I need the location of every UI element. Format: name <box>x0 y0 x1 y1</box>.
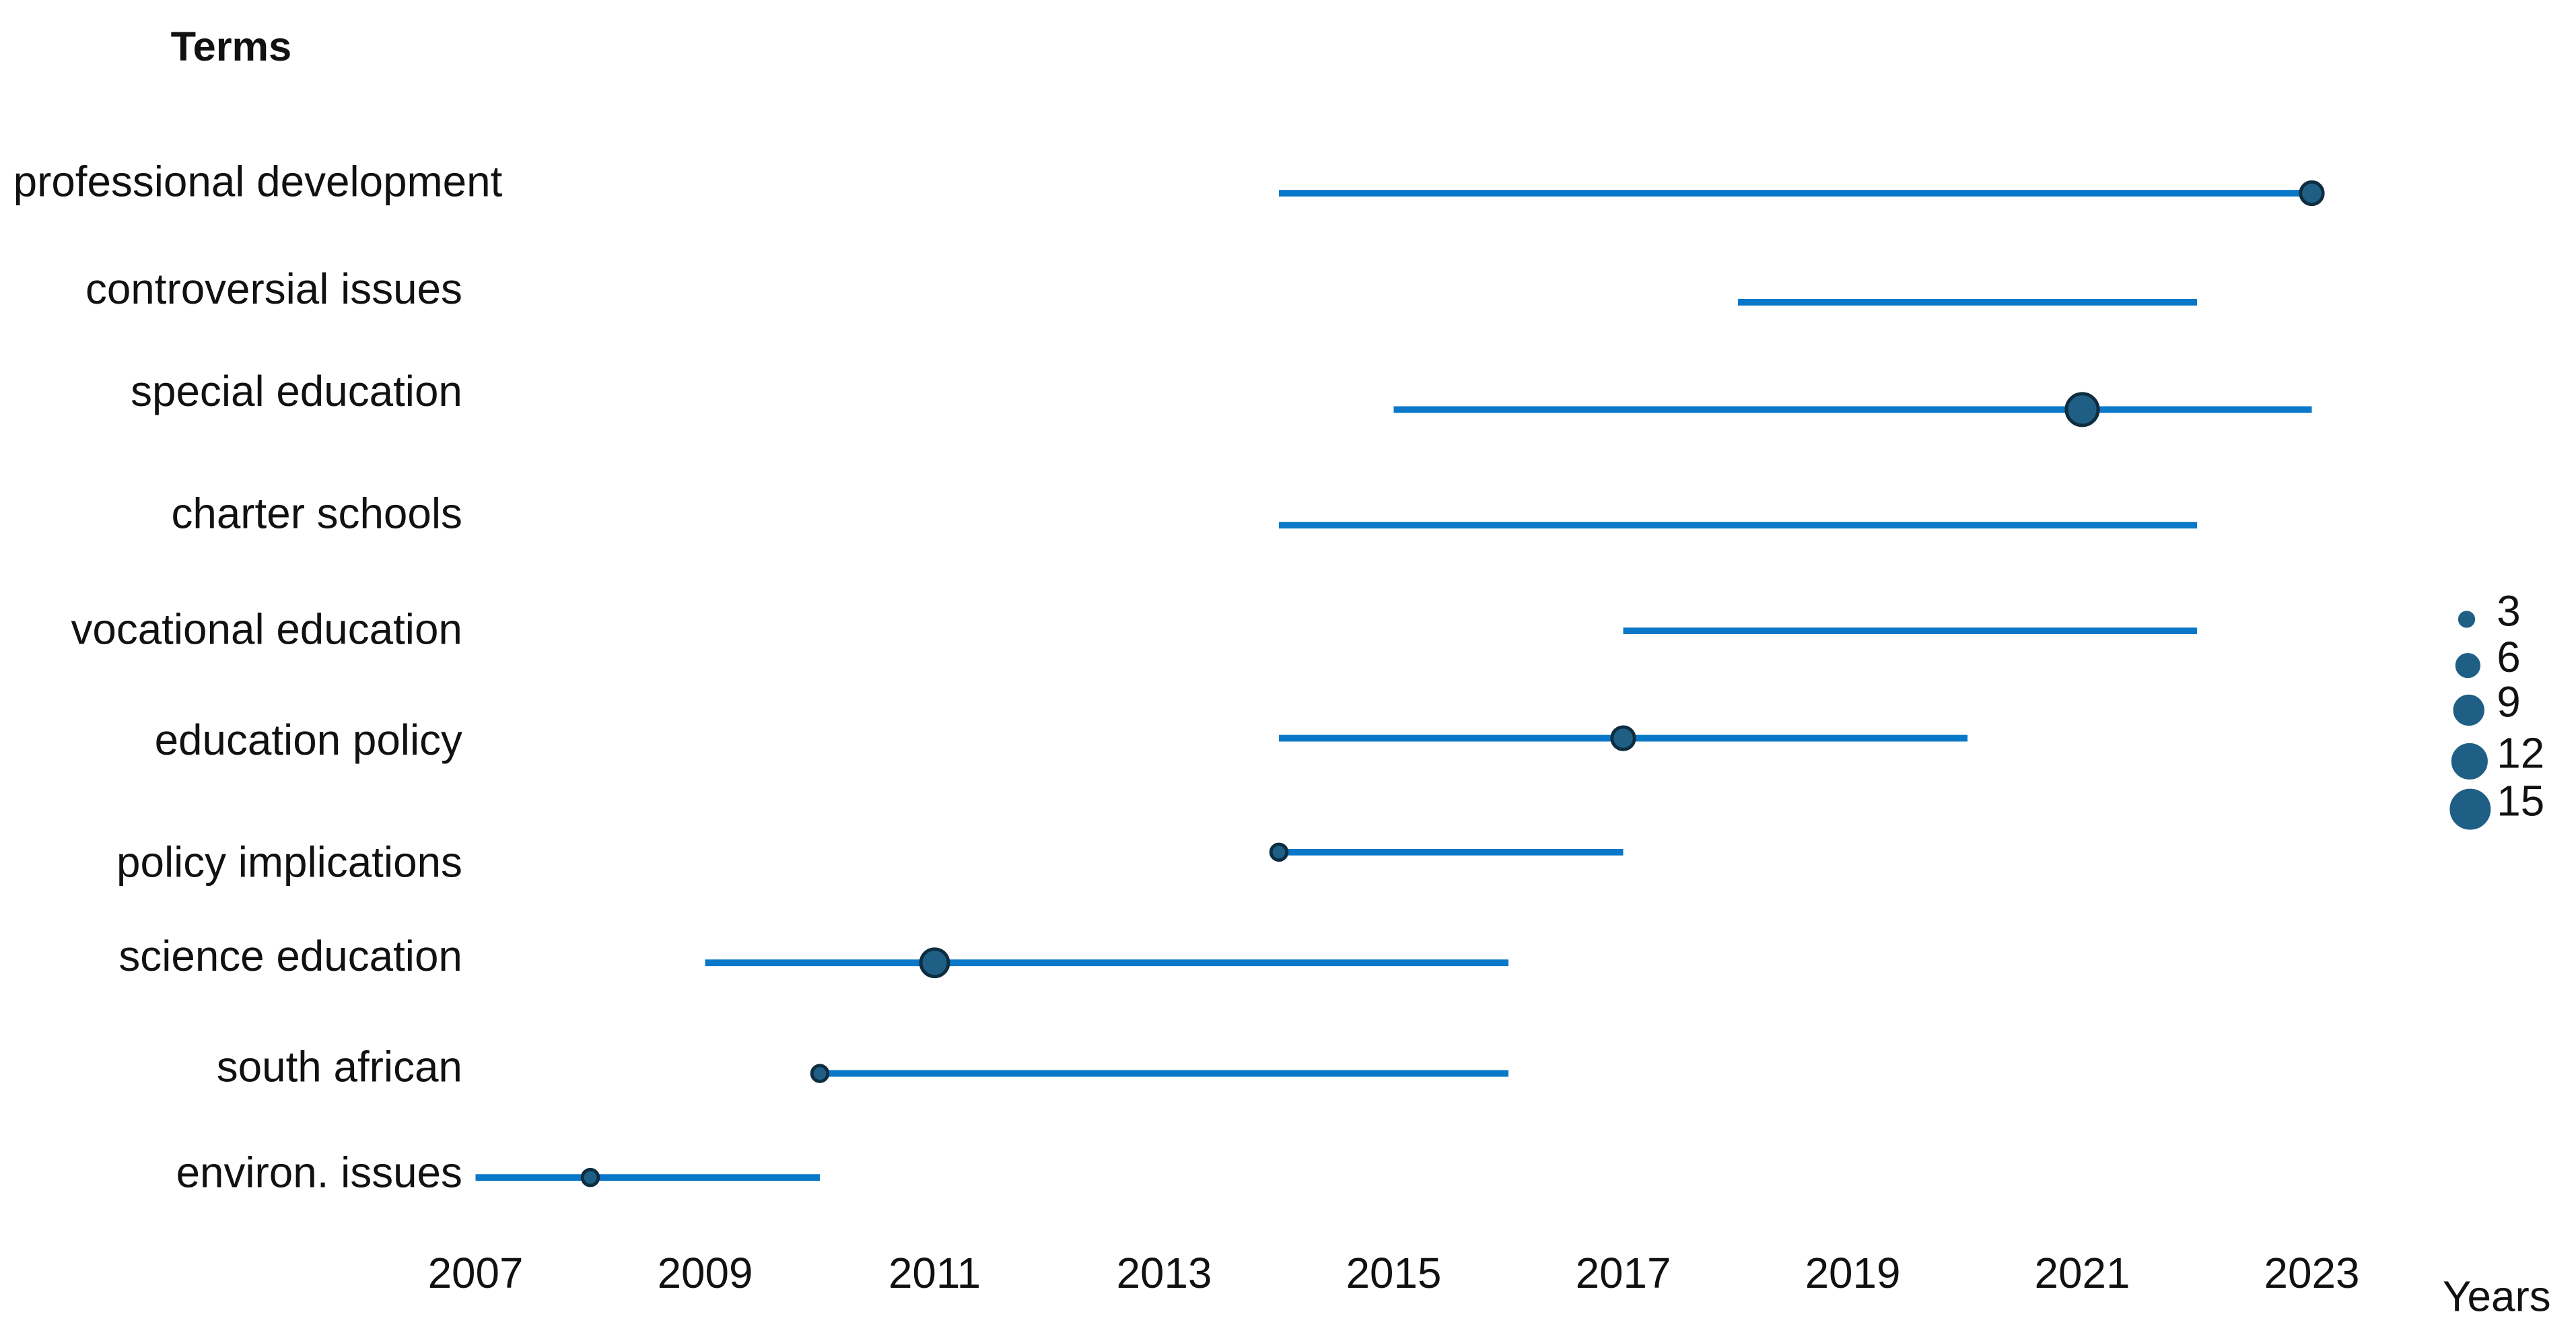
x-tick-label: 2007 <box>428 1249 524 1297</box>
term-peak <box>919 947 950 979</box>
x-tick-label: 2009 <box>658 1249 753 1297</box>
term-label: south african <box>217 1043 462 1091</box>
x-tick-label: 2021 <box>2035 1249 2130 1297</box>
x-tick-label: 2023 <box>2264 1249 2360 1297</box>
term-peak <box>2299 180 2325 207</box>
x-tick-label: 2015 <box>1346 1249 1442 1297</box>
legend-label: 6 <box>2497 633 2520 681</box>
legend-size <box>2450 692 2487 728</box>
x-tick-label: 2019 <box>1805 1249 1901 1297</box>
term-label: policy implications <box>116 837 462 886</box>
term-label: vocational education <box>71 605 462 653</box>
term-label: charter schools <box>172 489 462 538</box>
legend-label: 15 <box>2497 777 2544 825</box>
legend-label: 9 <box>2497 677 2520 726</box>
term-label: special education <box>131 367 462 415</box>
legend-label: 12 <box>2497 728 2544 777</box>
term-peak <box>2064 392 2100 427</box>
term-peak <box>1269 842 1289 862</box>
x-tick-label: 2013 <box>1117 1249 1212 1297</box>
term-label: education policy <box>155 716 462 764</box>
x-tick-label: 2011 <box>889 1249 981 1297</box>
chart-title: Terms <box>171 23 292 69</box>
legend-size <box>2456 608 2478 631</box>
legend-label: 3 <box>2497 586 2520 635</box>
term-label: controversial issues <box>85 265 462 313</box>
term-label: science education <box>118 932 462 980</box>
legend-size <box>2447 786 2494 833</box>
term-peak <box>580 1167 600 1188</box>
legend-size <box>2453 650 2483 681</box>
term-peak <box>1610 725 1636 751</box>
term-label: professional development <box>13 158 503 206</box>
x-tick-label: 2017 <box>1576 1249 1671 1297</box>
term-peak <box>810 1064 830 1083</box>
x-axis-label: Years <box>2443 1272 2551 1321</box>
legend-size <box>2449 741 2491 782</box>
term-label: environ. issues <box>176 1148 462 1197</box>
